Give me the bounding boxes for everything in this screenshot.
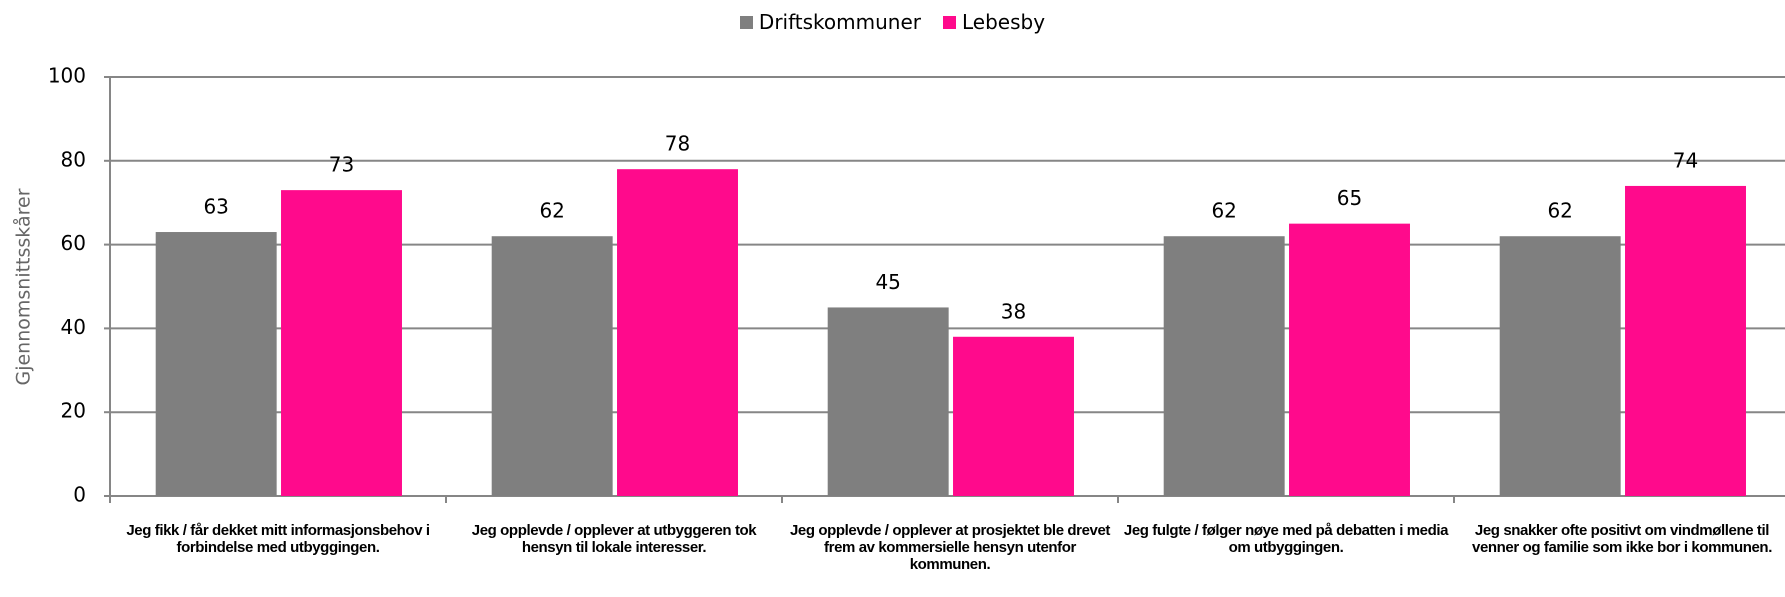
x-tick-label: Jeg snakker ofte positivt om vindmøllene… xyxy=(1472,522,1772,556)
bar xyxy=(155,232,277,496)
bar xyxy=(1499,236,1621,496)
data-label: 38 xyxy=(1001,299,1026,323)
legend-label: Driftskommuner xyxy=(758,10,922,34)
data-label: 62 xyxy=(1547,199,1572,223)
y-axis-label: Gjennomsnittsskårer xyxy=(12,188,35,385)
data-label: 62 xyxy=(539,199,564,223)
data-label: 65 xyxy=(1337,186,1362,210)
x-tick-label: Jeg opplevde / opplever at prosjektet bl… xyxy=(789,522,1111,573)
y-tick-label: 0 xyxy=(73,483,86,507)
x-tick-label: Jeg fikk / får dekket mitt informasjonsb… xyxy=(126,522,430,556)
bar xyxy=(1163,236,1285,496)
x-tick-label: Jeg opplevde / opplever at utbyggeren to… xyxy=(471,522,757,556)
bar xyxy=(1625,185,1746,496)
y-tick-label: 60 xyxy=(61,231,86,255)
y-tick-label: 80 xyxy=(61,147,86,171)
bar xyxy=(1289,223,1410,496)
legend-label: Lebesby xyxy=(962,10,1046,34)
data-label: 74 xyxy=(1673,148,1698,172)
legend-item: Lebesby xyxy=(943,10,1045,34)
legend-item: Driftskommuner xyxy=(739,10,922,34)
data-label: 78 xyxy=(665,132,690,156)
y-tick-label: 100 xyxy=(48,64,86,88)
data-label: 73 xyxy=(329,153,354,177)
y-tick-label: 40 xyxy=(61,315,86,339)
bar xyxy=(617,169,738,496)
data-label: 63 xyxy=(203,195,228,219)
bar xyxy=(491,236,613,496)
data-label: 62 xyxy=(1211,199,1236,223)
bar xyxy=(953,336,1074,496)
bar xyxy=(827,307,949,496)
legend-swatch xyxy=(739,15,753,29)
x-tick-label: Jeg fulgte / følger nøye med på debatten… xyxy=(1123,522,1449,556)
y-tick-label: 20 xyxy=(61,399,86,423)
data-label: 45 xyxy=(875,270,900,294)
bar xyxy=(281,190,402,496)
legend: Driftskommuner Lebesby xyxy=(0,10,1785,34)
legend-swatch xyxy=(943,15,957,29)
